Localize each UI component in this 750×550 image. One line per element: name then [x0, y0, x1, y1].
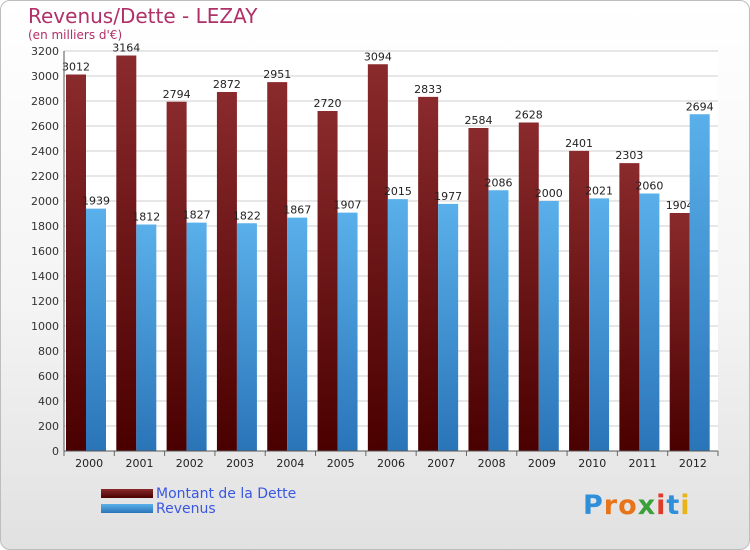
x-tick-label: 2008	[478, 457, 506, 470]
debt-bar	[317, 111, 338, 451]
data-label: 2833	[414, 83, 442, 96]
y-tick-label: 1800	[31, 220, 59, 233]
x-tick-label: 2006	[377, 457, 405, 470]
chart-subtitle: (en milliers d'€)	[28, 28, 123, 42]
legend-swatch-debt	[101, 489, 153, 498]
x-tick-label: 2003	[226, 457, 254, 470]
data-label: 1904	[666, 199, 694, 212]
debt-bar	[669, 213, 690, 451]
data-label: 1977	[434, 190, 462, 203]
y-tick-label: 2400	[31, 145, 59, 158]
y-tick-label: 1400	[31, 270, 59, 283]
data-label: 1827	[183, 209, 211, 222]
debt-bar	[468, 128, 489, 451]
revenus-bar	[387, 199, 408, 451]
y-tick-label: 2200	[31, 170, 59, 183]
y-tick-label: 2800	[31, 95, 59, 108]
revenus-bar	[287, 217, 308, 451]
revenus-bar	[136, 224, 157, 451]
debt-bar	[367, 64, 388, 451]
y-tick-label: 400	[38, 395, 59, 408]
x-tick-label: 2007	[427, 457, 455, 470]
x-tick-label: 2009	[528, 457, 556, 470]
debt-bar	[66, 74, 86, 451]
debt-bar	[267, 82, 288, 451]
revenus-bar	[236, 223, 257, 451]
y-tick-label: 2000	[31, 195, 59, 208]
data-label: 1939	[82, 195, 110, 208]
data-label: 1812	[132, 211, 160, 224]
debt-bar	[216, 92, 237, 451]
data-label: 3012	[62, 61, 90, 74]
data-label: 2720	[314, 97, 342, 110]
x-tick-label: 2010	[578, 457, 606, 470]
revenus-bar	[438, 203, 459, 451]
debt-bar	[418, 96, 439, 451]
chart-title: Revenus/Dette - LEZAY	[28, 4, 258, 28]
data-label: 2060	[635, 180, 663, 193]
logo-letter: t	[666, 490, 681, 521]
x-tick-label: 2011	[629, 457, 657, 470]
legend-label-revenus: Revenus	[156, 501, 216, 517]
data-label: 2086	[484, 176, 512, 189]
debt-bar	[569, 150, 590, 451]
logo-letter: x	[637, 490, 657, 521]
debt-bar	[166, 101, 187, 451]
data-label: 2872	[213, 78, 241, 91]
data-label: 3164	[112, 42, 140, 55]
revenus-bar	[639, 193, 660, 451]
revenus-bar	[538, 201, 559, 451]
data-label: 2628	[515, 109, 543, 122]
revenus-bar	[86, 208, 106, 451]
logo-letter: i	[656, 490, 667, 521]
y-tick-label: 200	[38, 420, 59, 433]
logo-letter: P	[583, 490, 604, 521]
x-tick-label: 2002	[176, 457, 204, 470]
revenus-bar	[488, 190, 509, 451]
y-tick-label: 0	[52, 445, 59, 458]
data-label: 1867	[283, 204, 311, 217]
y-tick-label: 600	[38, 370, 59, 383]
x-tick-label: 2005	[327, 457, 355, 470]
data-label: 2401	[565, 137, 593, 150]
x-tick-label: 2000	[75, 457, 103, 470]
revenus-bar	[689, 114, 710, 451]
revenus-bar	[589, 198, 610, 451]
debt-bar	[518, 122, 539, 451]
y-tick-label: 1200	[31, 295, 59, 308]
x-tick-label: 2012	[679, 457, 707, 470]
debt-bar	[116, 55, 137, 451]
data-label: 2951	[263, 68, 291, 81]
data-label: 2000	[535, 187, 563, 200]
data-label: 2584	[464, 114, 492, 127]
y-tick-label: 800	[38, 345, 59, 358]
y-tick-label: 3000	[31, 70, 59, 83]
y-tick-label: 3200	[31, 45, 59, 58]
data-label: 1822	[233, 209, 261, 222]
revenus-bar	[337, 212, 358, 451]
data-label: 3094	[364, 50, 392, 63]
proxiti-logo: Proxiti	[583, 490, 691, 521]
data-label: 2794	[163, 88, 191, 101]
data-label: 2694	[686, 100, 714, 113]
revenus-bar	[186, 222, 207, 451]
y-tick-label: 2600	[31, 120, 59, 133]
logo-letter: r	[603, 490, 619, 521]
logo-letter: o	[618, 490, 638, 521]
y-tick-label: 1000	[31, 320, 59, 333]
data-label: 2021	[585, 184, 613, 197]
data-label: 2015	[384, 185, 412, 198]
legend-label-debt: Montant de la Dette	[156, 486, 297, 502]
data-label: 1907	[334, 199, 362, 212]
x-tick-label: 2001	[125, 457, 153, 470]
y-tick-label: 1600	[31, 245, 59, 258]
legend-swatch-revenus	[101, 504, 153, 513]
data-label: 2303	[615, 149, 643, 162]
debt-bar	[619, 163, 640, 451]
logo-letter: i	[680, 490, 691, 521]
x-tick-label: 2004	[276, 457, 304, 470]
